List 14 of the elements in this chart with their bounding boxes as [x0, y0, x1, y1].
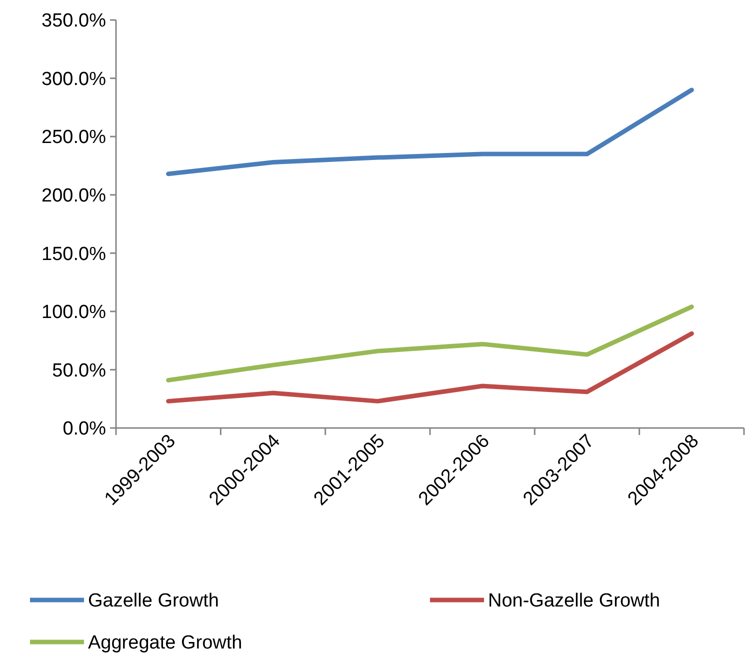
line-series — [166, 331, 694, 404]
legend-label: Gazelle Growth — [88, 590, 219, 612]
y-tick-label: 250.0% — [42, 127, 106, 148]
y-tick-label: 300.0% — [42, 68, 106, 90]
line-series — [166, 88, 694, 176]
y-tick-label: 150.0% — [42, 244, 106, 265]
line-series — [166, 304, 694, 382]
y-tick-label: 0.0% — [62, 418, 106, 440]
y-tick-label: 350.0% — [42, 10, 106, 32]
y-tick-label: 50.0% — [52, 360, 106, 382]
y-tick-label: 100.0% — [42, 302, 106, 324]
legend-label: Non-Gazelle Growth — [488, 590, 660, 612]
y-tick-label: 200.0% — [42, 186, 106, 207]
legend-label: Aggregate Growth — [88, 632, 242, 654]
